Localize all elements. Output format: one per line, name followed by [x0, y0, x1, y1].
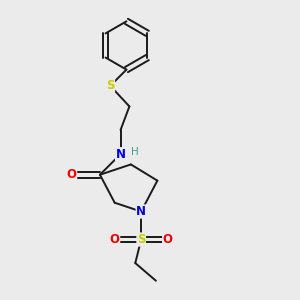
Text: H: H [131, 147, 139, 157]
Text: O: O [163, 233, 173, 246]
Text: O: O [67, 168, 77, 181]
Text: S: S [137, 233, 146, 246]
Text: N: N [116, 148, 126, 160]
Text: S: S [106, 79, 115, 92]
Text: N: N [136, 205, 146, 218]
Text: O: O [110, 233, 120, 246]
